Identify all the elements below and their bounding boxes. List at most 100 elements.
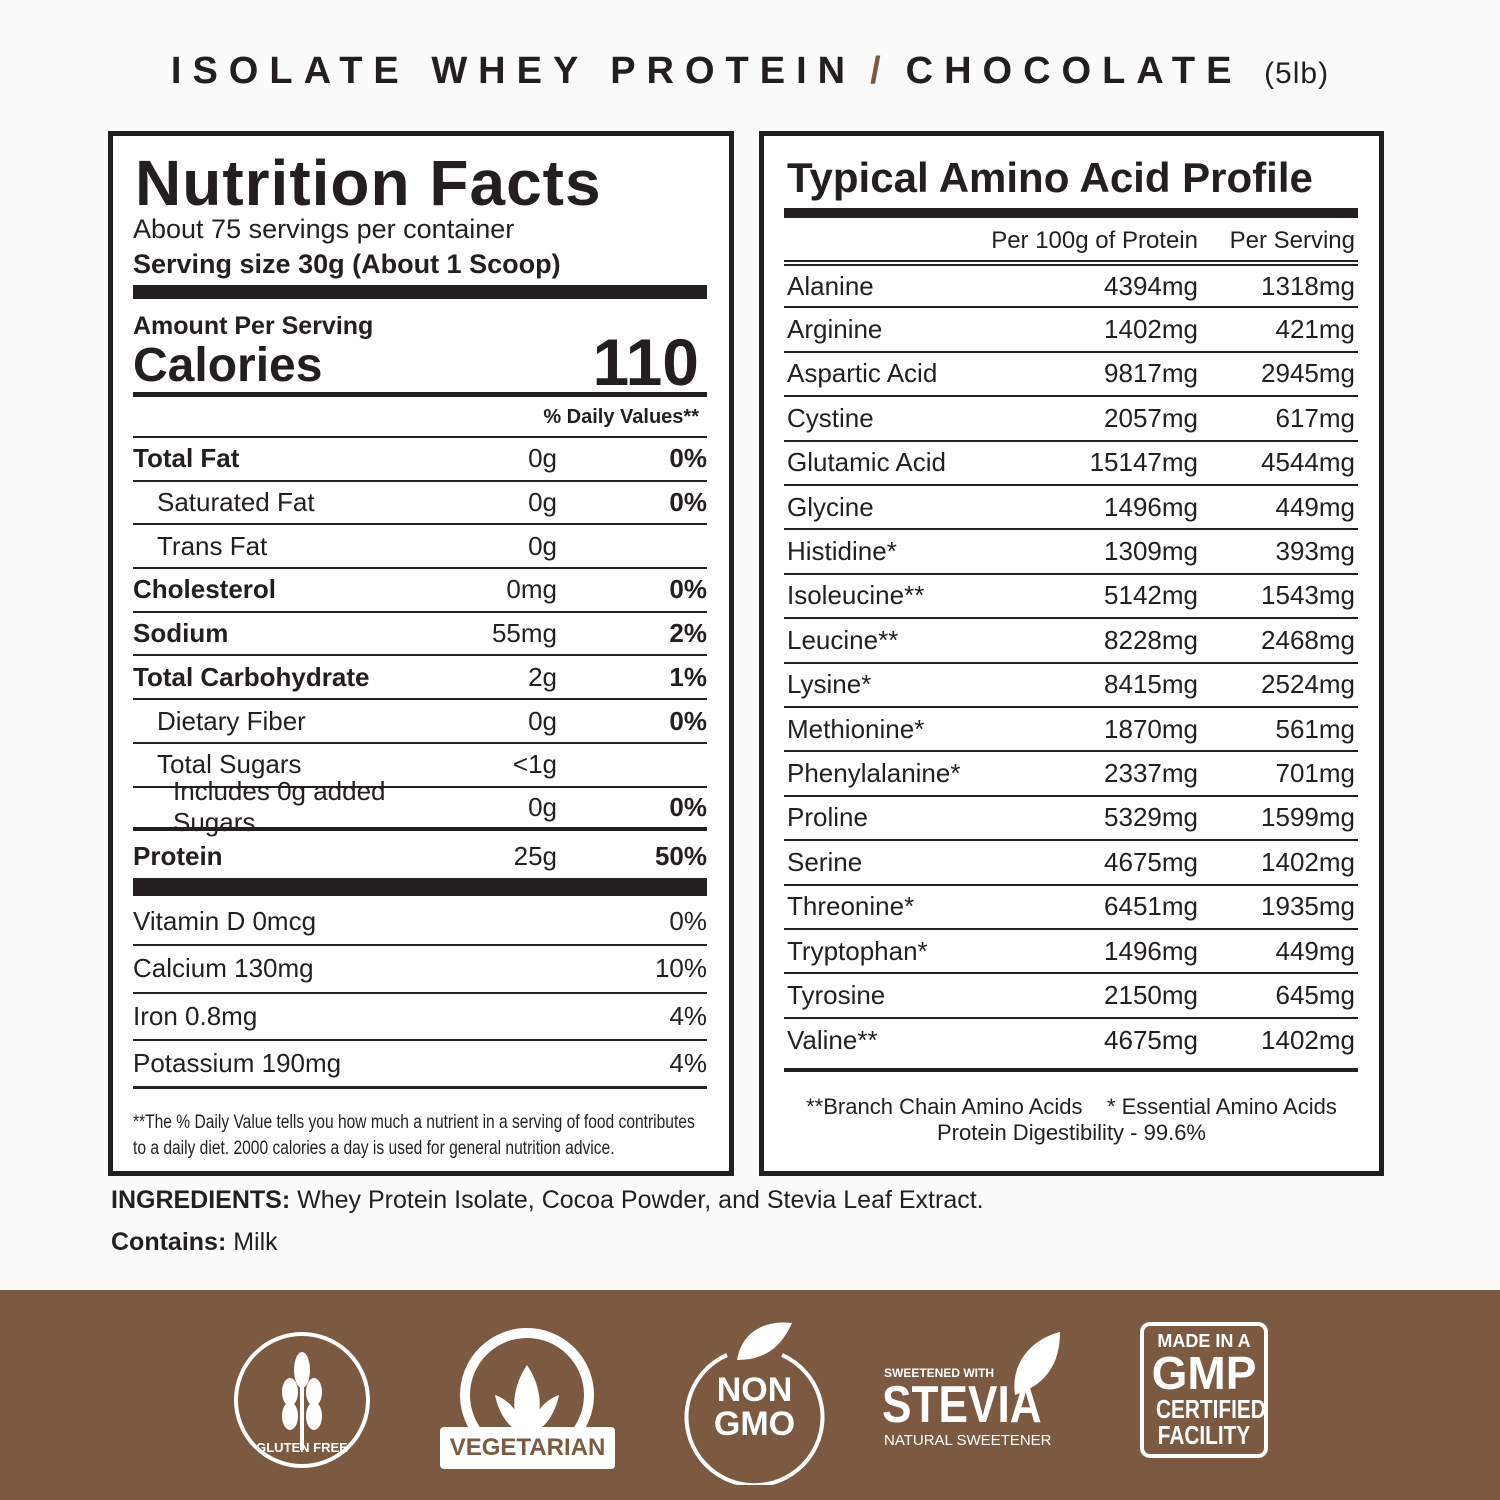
nutrient-dv: 0% [669,443,707,474]
amino-per-100g: 1402mg [1104,314,1198,345]
nutrient-amount: 0g [528,791,557,822]
calories-label: Calories [133,339,323,392]
amino-heading: Typical Amino Acid Profile [787,154,1313,201]
divider [133,392,707,397]
amino-row: Serine 4675mg 1402mg [784,841,1358,886]
vitamin-name: Potassium 190mg [133,1047,342,1078]
nutrient-amount: <1g [512,749,557,780]
nutrient-amount: 25g [513,840,557,871]
amino-per-serving: 1318mg [1261,270,1355,301]
product-title: ISOLATE WHEY PROTEIN / CHOCOLATE (5lb) [0,50,1500,93]
vegetarian-label: VEGETARIAN [440,1427,615,1469]
amino-per-100g: 9817mg [1104,358,1198,389]
nutrient-row: Sodium 55mg 2% [133,613,707,657]
amino-per-100g: 15147mg [1089,447,1198,478]
nutrient-amount: 0g [528,443,557,474]
nutrient-row: Total Sugars <1g [133,744,707,788]
nutrient-row: Cholesterol 0mg 0% [133,569,707,613]
amino-per-serving: 645mg [1275,980,1356,1011]
amino-row: Alanine 4394mg 1318mg [784,264,1358,309]
vitamin-dv: 0% [669,905,707,936]
nutrient-row: Protein 25g 50% [133,836,707,876]
eaa-note: * Essential Amino Acids [1106,1094,1337,1119]
amino-name: Serine [787,846,863,877]
amino-per-100g: 1309mg [1104,536,1198,567]
nutrient-dv: 1% [669,661,707,692]
amino-name: Valine** [787,1025,878,1056]
amino-row: Glutamic Acid 15147mg 4544mg [784,442,1358,486]
nutrient-name: Sodium [133,618,229,649]
nutrient-name: Protein [133,840,223,871]
amino-per-100g: 2150mg [1104,980,1198,1011]
daily-values-header: % Daily Values** [543,406,699,428]
amino-per-100g: 5329mg [1104,802,1198,833]
amino-per-serving: 1599mg [1261,802,1355,833]
nutrient-dv: 0% [669,705,707,736]
wheat-icon [234,1332,370,1468]
calories-value: 110 [592,325,699,399]
vitamin-name: Iron 0.8mg [133,1000,258,1031]
flavor: CHOCOLATE [905,50,1243,92]
amino-row: Tyrosine 2150mg 645mg [784,974,1358,1019]
stevia-leaf-icon [1014,1332,1060,1395]
amino-name: Lysine* [787,669,872,700]
divider-thick [784,208,1358,218]
amino-name: Tryptophan* [787,935,928,966]
gmp-line: CERTIFIED [1156,1394,1266,1424]
vitamin-dv: 10% [654,953,707,983]
nutrient-amount: 55mg [491,618,557,649]
amino-row: Phenylalanine* 2337mg 701mg [784,752,1358,797]
amino-row: Glycine 1496mg 449mg [784,486,1358,531]
nutrient-dv: 50% [654,840,707,871]
amino-row: Methionine* 1870mg 561mg [784,708,1358,753]
amino-name: Isoleucine** [787,580,925,611]
vitamin-dv: 4% [669,1000,707,1031]
size: (5lb) [1264,57,1330,90]
gmp-line: FACILITY [1157,1420,1251,1450]
non-text: NON [716,1371,793,1409]
amino-per-100g: 4675mg [1104,846,1198,877]
amino-name: Threonine* [787,891,915,922]
divider-thick [133,878,707,896]
divider [784,1068,1358,1072]
nutrition-facts-heading: Nutrition Facts [135,147,602,219]
amino-per-serving: 701mg [1275,758,1356,789]
nutrition-facts-panel: Nutrition Facts About 75 servings per co… [108,131,734,1176]
gluten-free-badge: GLUTEN FREE [232,1330,372,1470]
amino-per-serving: 561mg [1275,713,1356,744]
contains-label: Contains: [111,1228,227,1256]
amino-name: Leucine** [787,624,899,655]
amino-per-100g: 1870mg [1104,713,1198,744]
amino-row: Proline 5329mg 1599mg [784,797,1358,842]
nutrient-row: Includes 0g added Sugars 0g 0% [133,776,707,837]
vitamin-row: Iron 0.8mg 4% [133,993,707,1041]
amino-per-serving: 1402mg [1261,1025,1355,1056]
title-separator: / [870,50,892,92]
nutrient-row: Trans Fat 0g [133,525,707,570]
stevia-top-text: SWEETENED WITH [884,1366,994,1380]
amino-per-100g: 1496mg [1104,935,1198,966]
col-per-100g: Per 100g of Protein [991,227,1198,254]
nutrient-amount: 0g [528,530,557,561]
nutrient-name: Dietary Fiber [157,705,306,736]
product-name: ISOLATE WHEY PROTEIN [170,50,857,92]
amino-per-serving: 617mg [1275,402,1356,433]
daily-value-footnote: **The % Daily Value tells you how much a… [133,1110,707,1162]
amino-name: Glycine [787,491,874,522]
vitamin-name: Vitamin D 0mcg [133,905,317,936]
amount-per-serving: Amount Per Serving [133,312,374,340]
gmo-text: GMO [713,1405,796,1443]
nutrient-dv: 2% [669,618,707,649]
ingredients: INGREDIENTS: Whey Protein Isolate, Cocoa… [111,1186,984,1215]
amino-per-serving: 449mg [1275,491,1356,522]
gmp-badge: MADE IN A GMP CERTIFIED FACILITY [1140,1322,1268,1458]
amino-per-100g: 1496mg [1104,491,1198,522]
col-per-serving: Per Serving [1229,227,1355,254]
amino-row: Lysine* 8415mg 2524mg [784,664,1358,708]
nutrient-name: Cholesterol [133,574,277,605]
nutrient-amount: 0mg [506,574,557,605]
nutrient-amount: 2g [528,661,557,692]
divider-thick [133,285,707,299]
nutrient-dv: 0% [669,574,707,605]
amino-name: Histidine* [787,536,897,567]
